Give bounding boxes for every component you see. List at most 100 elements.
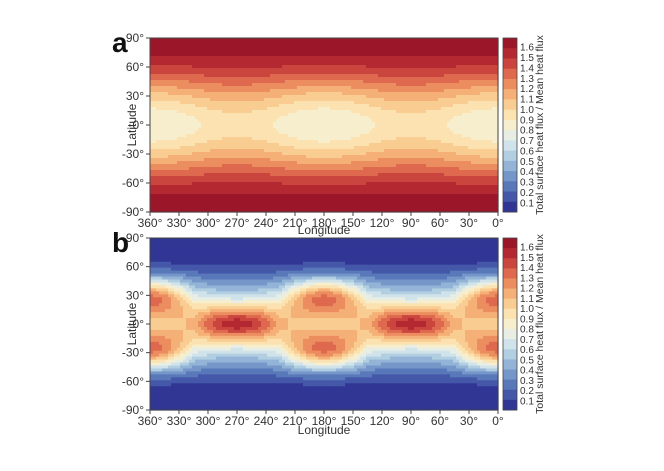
heatmap-cell: [489, 62, 493, 66]
heatmap-cell: [276, 119, 280, 123]
heatmap-cell: [276, 134, 280, 138]
heatmap-cell: [411, 95, 415, 99]
heatmap-cell: [369, 146, 373, 150]
heatmap-cell: [168, 74, 172, 78]
heatmap-cell: [372, 74, 376, 78]
heatmap-cell: [444, 110, 448, 114]
heatmap-cell: [189, 86, 193, 90]
heatmap-cell: [201, 98, 205, 102]
heatmap-cell: [267, 41, 271, 45]
heatmap-cell: [297, 83, 301, 87]
heatmap-cell: [177, 143, 181, 147]
heatmap-cell: [450, 92, 454, 96]
heatmap-cell: [291, 104, 295, 108]
heatmap-cell: [468, 140, 472, 144]
heatmap-cell: [438, 122, 442, 126]
heatmap-cell: [246, 44, 250, 48]
heatmap-cell: [423, 86, 427, 90]
heatmap-cell: [423, 158, 427, 162]
heatmap-cell: [165, 77, 169, 81]
heatmap-cell: [312, 47, 316, 51]
heatmap-cell: [267, 152, 271, 156]
heatmap-cell: [378, 110, 382, 114]
heatmap-cell: [267, 47, 271, 51]
heatmap-cell: [276, 101, 280, 105]
heatmap-cell: [264, 113, 268, 117]
heatmap-cell: [156, 98, 160, 102]
heatmap-cell: [186, 65, 190, 69]
heatmap-cell: [153, 158, 157, 162]
heatmap-cell: [363, 149, 367, 153]
heatmap-cell: [336, 119, 340, 123]
heatmap-cell: [408, 77, 412, 81]
heatmap-cell: [336, 116, 340, 120]
heatmap-cell: [321, 53, 325, 57]
heatmap-cell: [156, 146, 160, 150]
heatmap-cell: [294, 89, 298, 93]
heatmap-cell: [183, 152, 187, 156]
heatmap-cell: [252, 140, 256, 144]
heatmap-cell: [249, 50, 253, 54]
heatmap-cell: [201, 71, 205, 75]
heatmap-cell: [336, 158, 340, 162]
heatmap-cell: [261, 158, 265, 162]
heatmap-cell: [360, 41, 364, 45]
heatmap-cell: [480, 89, 484, 93]
heatmap-cell: [462, 98, 466, 102]
heatmap-cell: [165, 83, 169, 87]
heatmap-cell: [204, 128, 208, 132]
heatmap-cell: [450, 143, 454, 147]
heatmap-cell: [210, 128, 214, 132]
heatmap-cell: [492, 101, 496, 105]
heatmap-cell: [438, 38, 442, 42]
heatmap-cell: [231, 164, 235, 168]
heatmap-cell: [201, 110, 205, 114]
heatmap-cell: [285, 128, 289, 132]
heatmap-cell: [477, 113, 481, 117]
heatmap-cell: [168, 152, 172, 156]
heatmap-cell: [282, 104, 286, 108]
heatmap-cell: [243, 137, 247, 141]
heatmap-cell: [495, 98, 499, 102]
heatmap-cell: [459, 137, 463, 141]
heatmap-cell: [345, 65, 349, 69]
heatmap-cell: [315, 119, 319, 123]
heatmap-cell: [222, 122, 226, 126]
heatmap-cell: [495, 80, 499, 84]
heatmap-cell: [306, 41, 310, 45]
heatmap-cell: [288, 68, 292, 72]
heatmap-cell: [213, 101, 217, 105]
heatmap-cell: [447, 92, 451, 96]
heatmap-cell: [330, 143, 334, 147]
heatmap-cell: [282, 62, 286, 66]
heatmap-cell: [495, 71, 499, 75]
heatmap-cell: [201, 158, 205, 162]
heatmap-cell: [438, 119, 442, 123]
heatmap-cell: [258, 53, 262, 57]
heatmap-cell: [249, 137, 253, 141]
heatmap-cell: [312, 38, 316, 42]
heatmap-cell: [495, 119, 499, 123]
heatmap-cell: [489, 53, 493, 57]
heatmap-cell: [378, 125, 382, 129]
heatmap-cell: [396, 164, 400, 168]
heatmap-cell: [492, 155, 496, 159]
heatmap-cell: [420, 131, 424, 135]
heatmap-cell: [471, 164, 475, 168]
heatmap-cell: [291, 89, 295, 93]
heatmap-cell: [219, 50, 223, 54]
heatmap-cell: [375, 74, 379, 78]
heatmap-cell: [408, 164, 412, 168]
heatmap-cell: [489, 59, 493, 63]
heatmap-cell: [291, 119, 295, 123]
heatmap-cell: [177, 59, 181, 63]
heatmap-cell: [324, 59, 328, 63]
heatmap-cell: [477, 50, 481, 54]
heatmap-cell: [495, 152, 499, 156]
heatmap-cell: [429, 44, 433, 48]
heatmap-cell: [483, 137, 487, 141]
heatmap-cell: [183, 161, 187, 165]
heatmap-cell: [150, 131, 154, 135]
heatmap-cell: [339, 86, 343, 90]
heatmap-cell: [177, 92, 181, 96]
